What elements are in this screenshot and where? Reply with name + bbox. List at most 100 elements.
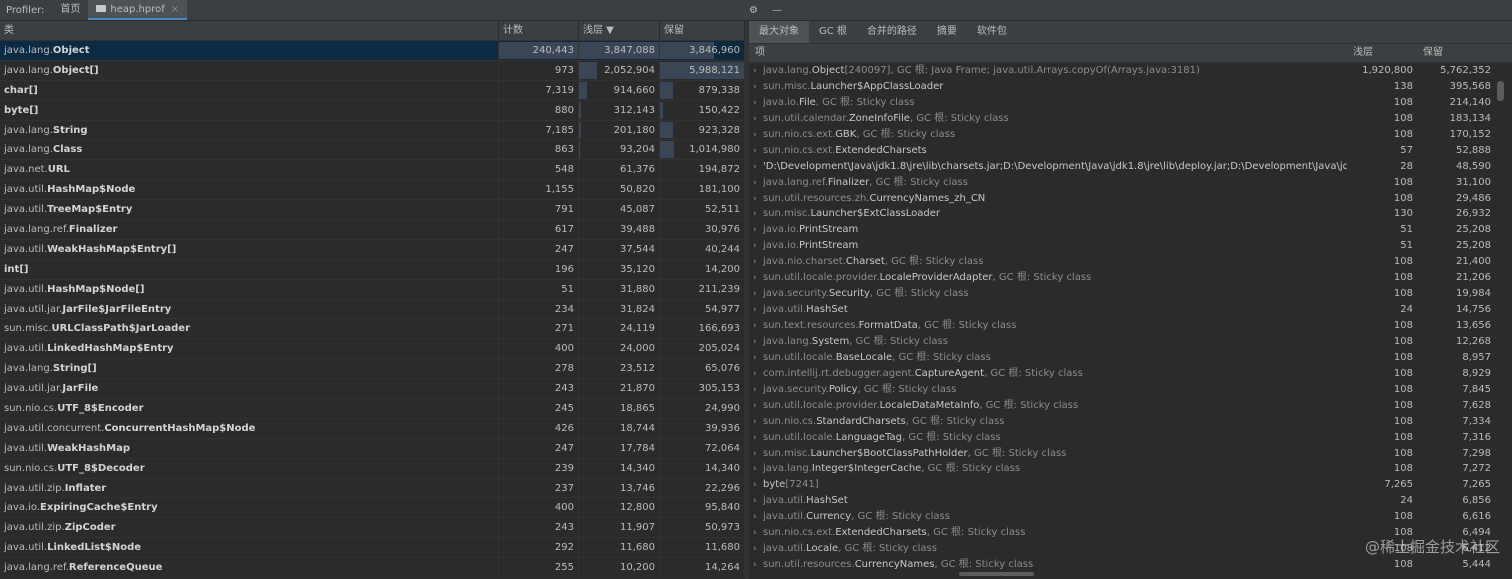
tab-home[interactable]: 首页: [52, 0, 88, 20]
list-item[interactable]: › sun.util.resources.zh.CurrencyNames_zh_…: [749, 191, 1512, 207]
list-item[interactable]: › java.security.Policy, GC 根: Sticky clas…: [749, 382, 1512, 398]
list-item[interactable]: › java.util.Currency, GC 根: Sticky class 1…: [749, 509, 1512, 525]
vertical-scrollbar[interactable]: [1497, 81, 1504, 101]
expand-chevron-icon[interactable]: ›: [753, 97, 757, 108]
table-row[interactable]: java.lang.String 7,185 201,180 923,328: [0, 120, 745, 141]
list-item[interactable]: › sun.util.calendar.ZoneInfoFile, GC 根: S…: [749, 111, 1512, 127]
list-item[interactable]: › java.io.PrintStream 51 25,208: [749, 238, 1512, 254]
tab-gc-roots[interactable]: GC 根: [819, 26, 847, 37]
column-item-shallow[interactable]: 浅层: [1353, 47, 1373, 58]
list-item[interactable]: › sun.misc.Launcher$BootClassPathHolder, …: [749, 446, 1512, 462]
list-item[interactable]: › byte[7241] 7,265 7,265: [749, 477, 1512, 493]
tab-packages[interactable]: 软件包: [976, 26, 1007, 37]
table-row[interactable]: java.util.jar.JarFile$JarFileEntry 234 31,…: [0, 299, 745, 320]
expand-chevron-icon[interactable]: ›: [753, 129, 757, 140]
table-row[interactable]: sun.misc.URLClassPath$JarLoader 271 24,119…: [0, 319, 745, 340]
expand-chevron-icon[interactable]: ›: [753, 416, 757, 427]
list-item[interactable]: › java.security.Security, GC 根: Sticky cl…: [749, 286, 1512, 302]
expand-chevron-icon[interactable]: ›: [753, 560, 757, 571]
list-item[interactable]: › sun.util.locale.provider.LocaleProvider…: [749, 270, 1512, 286]
table-row[interactable]: java.lang.String[] 278 23,512 65,076: [0, 359, 745, 380]
panel-splitter[interactable]: [745, 21, 749, 579]
expand-chevron-icon[interactable]: ›: [753, 336, 757, 347]
list-item[interactable]: › sun.text.resources.FormatData, GC 根: St…: [749, 318, 1512, 334]
list-item[interactable]: › java.util.HashSet 24 6,856: [749, 493, 1512, 509]
list-item[interactable]: › java.lang.Object[240097], GC 根: Java Fr…: [749, 63, 1512, 79]
tab-largest-objects[interactable]: 最大对象: [749, 21, 809, 43]
table-row[interactable]: char[] 7,319 914,660 879,338: [0, 80, 745, 101]
list-item[interactable]: › sun.nio.cs.ext.GBK, GC 根: Sticky class 1…: [749, 127, 1512, 143]
column-item-retained[interactable]: 保留: [1423, 47, 1443, 58]
table-row[interactable]: java.net.URL 548 61,376 194,872: [0, 160, 745, 181]
column-item[interactable]: 项: [755, 47, 765, 58]
table-row[interactable]: java.io.ExpiringCache$Entry 400 12,800 95,8…: [0, 498, 745, 519]
list-item[interactable]: › java.lang.Integer$IntegerCache, GC 根: S…: [749, 461, 1512, 477]
expand-chevron-icon[interactable]: ›: [753, 145, 757, 156]
minimize-icon[interactable]: —: [771, 4, 782, 16]
table-row[interactable]: sun.nio.cs.UTF_8$Decoder 239 14,340 14,340: [0, 458, 745, 479]
table-row[interactable]: java.util.concurrent.ConcurrentHashMap$N…: [0, 418, 745, 439]
tab-merged-paths[interactable]: 合并的路径: [866, 26, 917, 37]
gear-icon[interactable]: ⚙: [749, 4, 758, 16]
table-row[interactable]: java.util.zip.Inflater 237 13,746 22,296: [0, 478, 745, 499]
list-item[interactable]: › java.io.PrintStream 51 25,208: [749, 222, 1512, 238]
expand-chevron-icon[interactable]: ›: [753, 464, 757, 475]
expand-chevron-icon[interactable]: ›: [753, 400, 757, 411]
list-item[interactable]: › java.util.Locale, GC 根: Sticky class 108…: [749, 541, 1512, 557]
column-class[interactable]: 类: [0, 21, 499, 40]
expand-chevron-icon[interactable]: ›: [753, 321, 757, 331]
expand-chevron-icon[interactable]: ›: [753, 289, 757, 300]
table-row[interactable]: java.util.WeakHashMap 247 17,784 72,064: [0, 438, 745, 459]
list-item[interactable]: › 'D:\Development\Java\jdk1.8\jre\lib\cha…: [749, 159, 1512, 175]
table-row[interactable]: java.lang.ref.Finalizer 617 39,488 30,976: [0, 220, 745, 240]
expand-chevron-icon[interactable]: ›: [753, 113, 757, 124]
table-row[interactable]: java.util.HashMap$Node 1,155 50,820 181,100: [0, 180, 745, 201]
table-row[interactable]: sun.nio.cs.UTF_8$Encoder 245 18,865 24,990: [0, 399, 745, 419]
horizontal-scrollbar[interactable]: [959, 572, 1034, 576]
list-item[interactable]: › sun.nio.cs.ext.ExtendedCharsets, GC 根: …: [749, 525, 1512, 541]
table-row[interactable]: int[] 196 35,120 14,200: [0, 259, 745, 280]
table-row[interactable]: java.util.LinkedList$Node 292 11,680 11,680: [0, 538, 745, 559]
expand-chevron-icon[interactable]: ›: [753, 544, 757, 555]
list-item[interactable]: › sun.misc.Launcher$ExtClassLoader 130 26,9…: [749, 206, 1512, 222]
expand-chevron-icon[interactable]: ›: [753, 225, 757, 236]
table-row[interactable]: java.lang.Object[] 973 2,052,904 5,988,121: [0, 60, 745, 81]
list-item[interactable]: › sun.util.resources.CurrencyNames, GC 根:…: [749, 557, 1512, 573]
expand-chevron-icon[interactable]: ›: [753, 480, 757, 491]
list-item[interactable]: › java.util.HashSet 24 14,756: [749, 302, 1512, 318]
expand-chevron-icon[interactable]: ›: [753, 384, 757, 395]
expand-chevron-icon[interactable]: ›: [753, 209, 757, 220]
column-retained[interactable]: 保留: [660, 21, 745, 40]
expand-chevron-icon[interactable]: ›: [753, 368, 757, 379]
list-item[interactable]: › java.lang.System, GC 根: Sticky class 108…: [749, 334, 1512, 350]
table-row[interactable]: java.lang.Object 240,443 3,847,088 3,846,96…: [0, 41, 745, 61]
list-item[interactable]: › java.nio.charset.Charset, GC 根: Sticky …: [749, 254, 1512, 270]
list-item[interactable]: › sun.nio.cs.StandardCharsets, GC 根: Stic…: [749, 414, 1512, 430]
expand-chevron-icon[interactable]: ›: [753, 432, 757, 443]
table-row[interactable]: byte[] 880 312,143 150,422: [0, 100, 745, 121]
column-shallow[interactable]: 浅层 ▼: [579, 21, 660, 40]
list-item[interactable]: › sun.util.locale.provider.LocaleDataMeta…: [749, 398, 1512, 414]
list-item[interactable]: › com.intellij.rt.debugger.agent.CaptureA…: [749, 366, 1512, 382]
table-row[interactable]: java.lang.Class 863 93,204 1,014,980: [0, 140, 745, 161]
expand-chevron-icon[interactable]: ›: [753, 273, 757, 284]
expand-chevron-icon[interactable]: ›: [753, 305, 757, 316]
expand-chevron-icon[interactable]: ›: [753, 352, 757, 363]
column-count[interactable]: 计数: [499, 21, 579, 40]
list-item[interactable]: › sun.util.locale.BaseLocale, GC 根: Stick…: [749, 350, 1512, 366]
table-row[interactable]: java.util.WeakHashMap$Entry[] 247 37,544 40…: [0, 239, 745, 260]
expand-chevron-icon[interactable]: ›: [753, 512, 757, 523]
expand-chevron-icon[interactable]: ›: [753, 177, 757, 188]
tab-heap-hprof[interactable]: heap.hprof ×: [88, 0, 188, 20]
tab-summary[interactable]: 摘要: [936, 26, 957, 37]
table-row[interactable]: java.util.LinkedHashMap$Entry 400 24,000 20…: [0, 339, 745, 360]
table-row[interactable]: java.util.TreeMap$Entry 791 45,087 52,511: [0, 200, 745, 221]
list-item[interactable]: › sun.util.locale.LanguageTag, GC 根: Stic…: [749, 430, 1512, 446]
expand-chevron-icon[interactable]: ›: [753, 66, 757, 76]
list-item[interactable]: › java.lang.ref.Finalizer, GC 根: Sticky c…: [749, 175, 1512, 191]
expand-chevron-icon[interactable]: ›: [753, 161, 757, 172]
close-tab-icon[interactable]: ×: [170, 4, 180, 15]
expand-chevron-icon[interactable]: ›: [753, 193, 757, 204]
expand-chevron-icon[interactable]: ›: [753, 448, 757, 459]
list-item[interactable]: › sun.nio.cs.ext.ExtendedCharsets 57 52,888: [749, 143, 1512, 159]
